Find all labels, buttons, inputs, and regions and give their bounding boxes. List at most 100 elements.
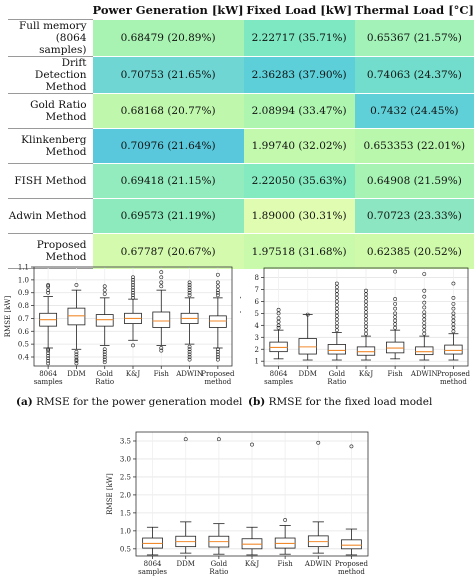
outlier-point <box>187 293 192 298</box>
caption-label: (b) <box>248 396 266 408</box>
outlier-point <box>187 283 192 287</box>
y-axis-label: RMSE [kW] <box>240 296 242 338</box>
metric-cell: 1.99740 (32.02%) <box>243 128 355 164</box>
x-tick-label: Fish <box>278 560 294 568</box>
y-tick-label: 0.8 <box>18 302 29 310</box>
outlier-point <box>364 328 368 333</box>
method-name: Klinkenberg Method <box>8 128 93 164</box>
outlier-point <box>102 347 107 352</box>
outlier-point <box>364 317 368 322</box>
table-row: Proposed Method 0.67787 (20.67%) 1.97518 (… <box>8 233 474 270</box>
outlier-point <box>334 303 339 307</box>
outlier-point <box>215 355 220 359</box>
table-row: Full memory (8064 samples) 0.68479 (20.89… <box>8 18 474 57</box>
x-tick-label: K&J <box>126 370 140 378</box>
outlier-point <box>216 437 221 442</box>
outlier-point <box>183 437 188 442</box>
header-method <box>8 0 93 20</box>
outlier-point <box>187 344 192 349</box>
box <box>444 344 463 355</box>
metric-cell: 2.36283 (37.90%) <box>243 56 355 94</box>
box <box>385 341 405 354</box>
outlier-point <box>102 284 107 289</box>
x-tick-label: 8064 <box>39 370 57 378</box>
outlier-point <box>159 270 164 275</box>
x-tick-label: Fish <box>154 370 170 378</box>
x-tick-label: ADWIN <box>304 560 332 568</box>
metric-cell: 0.68479 (20.89%) <box>92 18 244 57</box>
y-tick-label: 1.1 <box>18 264 29 272</box>
x-tick-label: Fish <box>388 370 404 378</box>
outlier-point <box>46 356 51 361</box>
box <box>208 315 227 328</box>
x-tick-label: Ratio <box>95 378 114 386</box>
outlier-point <box>159 346 164 350</box>
outlier-point <box>159 348 164 353</box>
metric-cell: 0.7432 (24.45%) <box>354 93 474 129</box>
outlier-point <box>131 288 135 293</box>
outlier-point <box>451 301 456 306</box>
outlier-point <box>364 303 368 307</box>
box <box>269 341 288 353</box>
outlier-point <box>422 310 427 315</box>
outlier-point <box>334 295 339 300</box>
y-tick-label: 3.5 <box>120 437 131 445</box>
caption-fixed-load: (b) RMSE for the fixed load model <box>248 396 432 408</box>
outlier-point <box>334 321 339 325</box>
outlier-point <box>215 347 220 352</box>
method-name: Proposed Method <box>8 233 93 270</box>
outlier-point <box>276 323 281 328</box>
header-power-generation: Power Generation [kW] <box>92 2 244 17</box>
y-tick-label: 2 <box>255 346 259 354</box>
caption-text: RMSE for the power generation model <box>36 396 243 408</box>
outlier-point <box>364 299 368 304</box>
y-tick-label: 0.7 <box>18 315 29 323</box>
outlier-point <box>46 284 51 289</box>
outlier-point <box>276 307 281 312</box>
outlier-point <box>74 349 79 354</box>
x-tick-label: Gold <box>211 560 228 568</box>
outlier-point <box>131 290 135 295</box>
x-tick-label: Gold <box>329 370 346 378</box>
outlier-point <box>393 301 398 306</box>
y-tick-label: 4 <box>255 322 260 330</box>
x-tick-label: ADWIN <box>175 370 203 378</box>
caption-power-generation: (a) RMSE for the power generation model <box>16 396 242 408</box>
table-row: Gold Ratio Method 0.68168 (20.77%) 2.08994… <box>8 93 474 129</box>
x-tick-label: Ratio <box>327 378 346 386</box>
outlier-point <box>283 518 288 522</box>
outlier-point <box>46 361 51 366</box>
outlier-point <box>159 284 164 289</box>
outlier-point <box>422 324 427 329</box>
outlier-point <box>422 288 427 293</box>
outlier-point <box>46 348 51 353</box>
outlier-point <box>131 295 135 300</box>
x-tick-label: Proposed <box>335 560 369 568</box>
outlier-point <box>393 315 398 319</box>
outlier-point <box>74 358 79 363</box>
outlier-point <box>46 288 51 293</box>
x-tick-label: Proposed <box>437 370 471 378</box>
outlier-point <box>393 306 398 311</box>
outlier-point <box>159 280 164 285</box>
table-row: Drift Detection Method 0.70753 (21.65%) 2.… <box>8 56 474 94</box>
box <box>95 314 114 327</box>
metric-cell: 0.69418 (21.15%) <box>92 163 244 199</box>
outlier-point <box>364 324 368 329</box>
outlier-point <box>393 269 398 274</box>
y-tick-label: 8 <box>255 274 259 282</box>
outlier-point <box>364 306 368 311</box>
x-tick-label: K&J <box>245 560 259 568</box>
outlier-point <box>364 321 368 325</box>
outlier-point <box>451 311 456 316</box>
outlier-point <box>215 284 220 289</box>
metric-cell: 2.22050 (35.63%) <box>243 163 355 199</box>
outlier-point <box>250 442 254 447</box>
outlier-point <box>215 357 220 362</box>
x-tick-label: method <box>338 568 365 576</box>
box <box>341 539 362 550</box>
outlier-point <box>334 328 339 333</box>
metric-cell: 2.08994 (33.47%) <box>243 93 355 129</box>
outlier-point <box>422 331 427 336</box>
